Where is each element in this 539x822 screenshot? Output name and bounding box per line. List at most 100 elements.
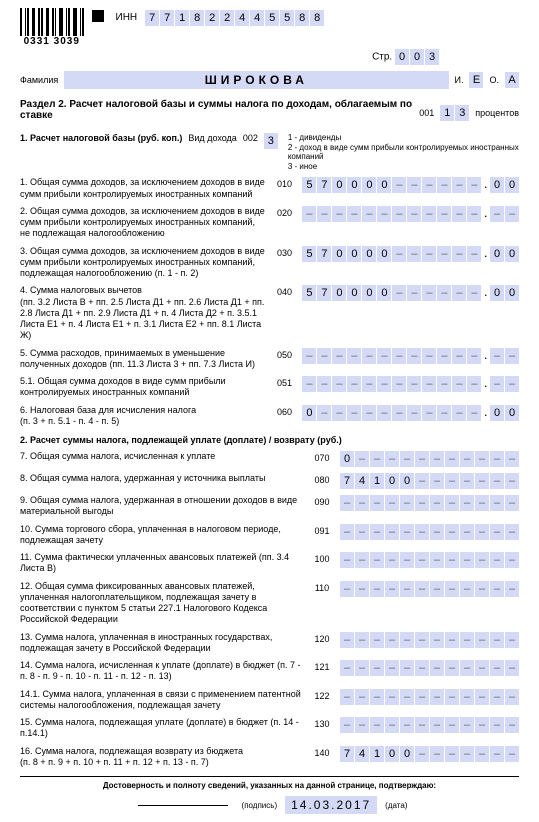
subsection1-row: 1. Расчет налоговой базы (руб. коп.) Вид… [20,133,519,171]
line-desc: 10. Сумма торгового сбора, уплаченная в … [20,524,304,547]
line-110: 12. Общая сумма фиксированных авансовых … [20,581,519,626]
lines-part2: 7. Общая сумма налога, исчисленная к упл… [20,451,519,768]
line-091: 10. Сумма торгового сбора, уплаченная в … [20,524,519,547]
line-desc: 4. Сумма налоговых вычетов(пп. 3.2 Листа… [20,285,266,341]
i-label: И. [455,75,464,85]
line-desc: 12. Общая сумма фиксированных авансовых … [20,581,304,626]
date-label: (дата) [385,801,407,810]
line-code: 130 [310,717,334,729]
sig-label: (подпись) [242,801,278,810]
line-030: 3. Общая сумма доходов, за исключением д… [20,246,519,280]
line-desc: 3. Общая сумма доходов, за исключением д… [20,246,266,280]
line-desc: 15. Сумма налога, подлежащая уплате (доп… [20,717,304,740]
section2-title: Раздел 2. Расчет налоговой базы и суммы … [20,99,413,121]
line-code: 120 [310,632,334,644]
line-desc: 16. Сумма налога, подлежащая возврату из… [20,746,304,769]
line-code: 051 [272,376,296,388]
line-desc: 8. Общая сумма налога, удержанная у исто… [20,473,304,484]
line-desc: 5. Сумма расходов, принимаемых в уменьше… [20,348,266,371]
legend: 1 - дивиденды 2 - доход в виде сумм приб… [288,133,519,171]
line-051: 5.1. Общая сумма доходов в виде сумм при… [20,376,519,399]
line-code: 091 [310,524,334,536]
line-080: 8. Общая сумма налога, удержанная у исто… [20,473,519,489]
line-060: 6. Налоговая база для исчисления налога(… [20,405,519,428]
line-amount: 0.00 [302,405,519,421]
line-desc: 2. Общая сумма доходов, за исключением д… [20,206,266,240]
page-cells: 003 [395,49,439,65]
line-code: 050 [272,348,296,360]
legend3: 3 - иное [288,162,519,172]
line-040: 4. Сумма налоговых вычетов(пп. 3.2 Листа… [20,285,519,341]
line-010: 1. Общая сумма доходов, за исключением д… [20,177,519,200]
line-amount [340,660,519,676]
line-amount: 0 [340,451,519,467]
line-020: 2. Общая сумма доходов, за исключением д… [20,206,519,240]
line-code: 140 [310,746,334,758]
sub1-title: 1. Расчет налоговой базы (руб. коп.) [20,133,182,143]
inn-cells: 771822445588 [145,10,324,26]
line-070: 7. Общая сумма налога, исчисленная к упл… [20,451,519,467]
line-amount [340,552,519,568]
line-code: 100 [310,552,334,564]
line-code: 040 [272,285,296,297]
line-amount [340,689,519,705]
line-050: 5. Сумма расходов, принимаемых в уменьше… [20,348,519,371]
line-code: 030 [272,246,296,258]
o-label: О. [489,75,499,85]
line-desc: 9. Общая сумма налога, удержанная в отно… [20,495,304,518]
vid-label: Вид дохода [188,133,236,143]
line-desc: 13. Сумма налога, уплаченная в иностранн… [20,632,304,655]
line-140: 16. Сумма налога, подлежащая возврату из… [20,746,519,769]
vid-cell: 3 [264,133,278,149]
line-100: 11. Сумма фактически уплаченных авансовы… [20,552,519,575]
line-desc: 7. Общая сумма налога, исчисленная к упл… [20,451,304,462]
line-code: 070 [310,451,334,463]
code-001: 001 [419,108,434,118]
line-code: 121 [310,660,334,672]
code-002: 002 [243,133,258,143]
i-cell: Е [469,72,483,88]
line-amount: 570000.00 [302,246,519,262]
black-square [92,10,104,22]
line-code: 020 [272,206,296,218]
barcode-number: 0331 3039 [20,36,84,47]
line-code: 110 [310,581,334,593]
line-amount: . [302,376,519,392]
line-amount: 74100 [340,746,519,762]
line-amount: . [302,348,519,364]
line-desc: 1. Общая сумма доходов, за исключением д… [20,177,266,200]
line-amount [340,717,519,733]
line-130: 15. Сумма налога, подлежащая уплате (доп… [20,717,519,740]
line-amount: 570000.00 [302,177,519,193]
line-120: 13. Сумма налога, уплаченная в иностранн… [20,632,519,655]
surname-field: ШИРОКОВА [64,71,448,89]
line-code: 010 [272,177,296,189]
line-code: 090 [310,495,334,507]
page-label: Стр. [372,52,392,63]
line-amount: 74100 [340,473,519,489]
page-row: Стр. 003 [20,49,519,65]
line-amount [340,632,519,648]
line-amount [340,581,519,597]
sub2-title: 2. Расчет суммы налога, подлежащей уплат… [20,435,519,445]
line-amount: 570000.00 [302,285,519,301]
separator [20,776,519,777]
line-121: 14. Сумма налога, исчисленная к уплате (… [20,660,519,683]
footer: Достоверность и полноту сведений, указан… [20,781,519,814]
header-top: 0331 3039 ИНН 771822445588 [20,8,519,47]
barcode: 0331 3039 [20,8,84,47]
line-amount: . [302,206,519,222]
line-desc: 5.1. Общая сумма доходов в виде сумм при… [20,376,266,399]
line-amount [340,524,519,540]
lines-part1: 1. Общая сумма доходов, за исключением д… [20,177,519,427]
line-desc: 14. Сумма налога, исчисленная к уплате (… [20,660,304,683]
signature-line [138,805,228,806]
line-090: 9. Общая сумма налога, удержанная в отно… [20,495,519,518]
line-code: 080 [310,473,334,485]
inn-label: ИНН [116,12,138,23]
legend2: 2 - доход в виде сумм прибыли контролиру… [288,143,519,162]
legend1: 1 - дивиденды [288,133,519,143]
footer-text: Достоверность и полноту сведений, указан… [20,781,519,790]
rate-cells: 13 [440,105,469,121]
section2-header: Раздел 2. Расчет налоговой базы и суммы … [20,99,519,127]
